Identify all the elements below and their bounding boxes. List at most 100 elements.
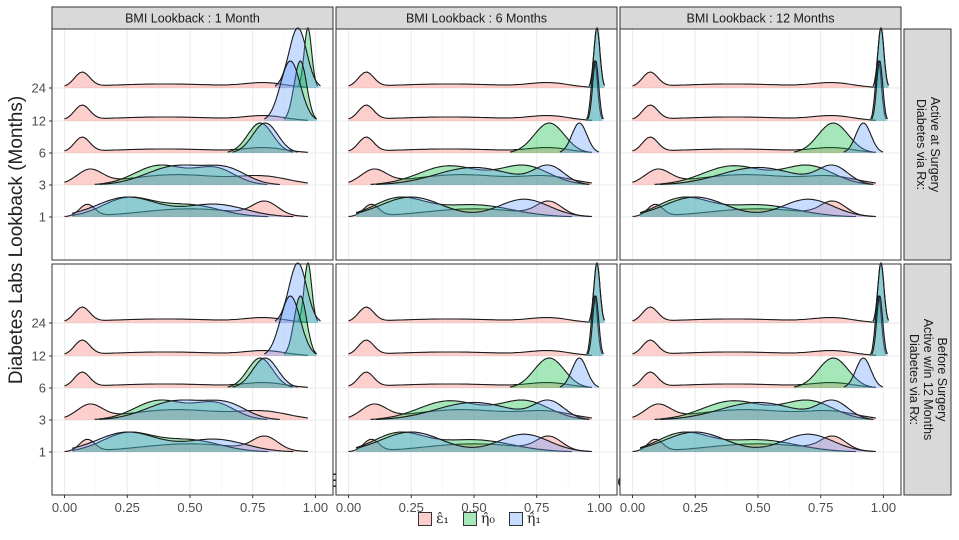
density-line-eps1-6 [64, 371, 308, 388]
density-line-eps1-24 [64, 71, 308, 88]
density-line-eta0-6 [793, 122, 873, 153]
legend-swatch-eps1 [418, 512, 433, 526]
density-line-eta0-3 [370, 164, 590, 185]
density-line-eps1-24 [632, 306, 876, 323]
y-tick-label-24: 24 [32, 316, 46, 331]
density-line-eta1-3 [376, 164, 589, 185]
density-line-eps1-1 [64, 200, 308, 218]
density-fill-eta1-1 [640, 432, 874, 452]
row-strip-label-1-1: Diabetes via Rx: [914, 99, 928, 190]
density-fill-eps1-24 [632, 307, 876, 323]
density-line-eta1-12 [871, 295, 888, 355]
density-fill-eps1-12 [64, 105, 308, 121]
density-fill-eta1-1 [72, 197, 294, 217]
row-strip-2 [903, 263, 952, 496]
density-fill-eta1-1 [356, 432, 590, 452]
density-line-eta1-6 [559, 357, 600, 388]
x-tick-label: 0.75 [808, 500, 833, 515]
legend-label-eta0: η̂₀ [480, 511, 495, 527]
panel-r1-c3 [619, 27, 902, 261]
x-tick-label: 1.00 [871, 500, 896, 515]
x-tick-label: 0.75 [240, 500, 265, 515]
density-fill-eta0-6 [794, 123, 873, 153]
density-fill-eta1-3 [660, 400, 873, 420]
col-strip-label-1: BMI Lookback : 1 Month [125, 12, 260, 26]
panel-r2-c3: 0.00 0.25 0.50 0.75 1.00 [619, 262, 902, 515]
density-line-eta0-12 [870, 295, 887, 355]
y-tick-label-1: 1 [39, 210, 46, 225]
row-strip-label-2-2: Active w/in 12 Months [921, 319, 935, 441]
density-fill-eta0-1 [356, 432, 572, 452]
density-fill-eta1-6 [232, 358, 298, 388]
density-line-eta0-3 [654, 399, 874, 420]
density-fill-eta1-3 [376, 400, 589, 420]
density-line-eta0-1 [355, 431, 572, 453]
density-line-eps1-1 [348, 200, 592, 218]
density-line-eta1-1 [355, 196, 590, 217]
density-line-eta0-1 [639, 431, 856, 453]
density-fill-eps1-6 [64, 372, 308, 388]
density-fill-eta1-12 [871, 61, 888, 121]
panel-r2-c1: 1 3 6 12 24 0.00 0.25 0.50 0.75 1.00 [32, 262, 334, 515]
density-fill-eps1-6 [348, 372, 592, 388]
density-line-eta0-1 [355, 196, 572, 218]
density-fill-eta1-3 [660, 165, 873, 185]
density-line-eta1-1 [355, 431, 590, 452]
y-tick-label-6: 6 [39, 381, 46, 396]
panel-border [335, 28, 618, 261]
density-fill-eps1-12 [632, 105, 876, 121]
density-fill-eps1-12 [348, 105, 592, 121]
density-line-eta0-12 [283, 60, 318, 120]
density-fill-eps1-24 [632, 72, 876, 88]
density-line-eta0-3 [94, 399, 268, 420]
density-fill-eta1-6 [232, 123, 298, 153]
panel-r1-c1: 1 3 6 12 24 [32, 27, 334, 261]
density-fill-eps1-24 [348, 72, 592, 88]
density-line-eta1-3 [99, 164, 280, 186]
density-line-eta0-6 [509, 122, 589, 153]
density-fill-eta0-6 [510, 358, 589, 388]
density-line-eps1-3 [632, 168, 876, 184]
density-line-eps1-24 [348, 306, 592, 323]
density-fill-eta1-6 [843, 358, 883, 388]
x-tick-label: 0.25 [683, 500, 708, 515]
density-fill-eta0-6 [794, 358, 873, 388]
panel-border [619, 263, 902, 496]
density-fill-eps1-6 [348, 137, 592, 153]
density-line-eps1-24 [64, 306, 308, 323]
density-line-eps1-1 [632, 435, 876, 453]
density-fill-eta1-6 [559, 123, 599, 153]
density-fill-eta1-1 [356, 197, 590, 217]
density-fill-eps1-12 [632, 340, 876, 356]
y-tick-label-12: 12 [32, 114, 46, 129]
x-tick-label: 1.00 [303, 500, 328, 515]
density-fill-eta1-12 [264, 61, 317, 121]
density-fill-eps1-6 [632, 372, 876, 388]
density-fill-eta1-24 [275, 28, 321, 88]
col-strip-label-3: BMI Lookback : 12 Months [687, 12, 835, 26]
density-line-eps1-12 [64, 104, 308, 121]
density-fill-eta0-12 [284, 61, 317, 121]
y-axis-title: Diabetes Labs Lookback (Months) [6, 96, 27, 384]
density-fill-eps1-24 [348, 307, 592, 323]
panel-r2-c2: 0.00 0.25 0.50 0.75 1.00 [335, 262, 618, 515]
x-tick-label: 0.50 [461, 500, 486, 515]
density-fill-eta1-1 [72, 432, 294, 452]
x-tick-label: 0.75 [524, 500, 549, 515]
panel-border [51, 263, 334, 496]
density-fill-eta0-6 [510, 123, 589, 153]
row-strip-label-2-1: Diabetes via Rx: [907, 334, 921, 425]
x-tick-label: 0.50 [177, 500, 202, 515]
density-fill-eta0-1 [72, 197, 269, 217]
density-line-eta1-6 [232, 122, 299, 153]
x-tick-label: 1.00 [587, 500, 612, 515]
density-fill-eta0-3 [654, 165, 874, 185]
density-line-eta0-24 [297, 262, 319, 322]
density-line-eta1-3 [376, 399, 589, 420]
density-line-eta1-24 [588, 262, 606, 322]
density-line-eps1-3 [632, 403, 876, 419]
density-fill-eps1-6 [632, 137, 876, 153]
density-line-eta0-1 [639, 196, 856, 218]
density-line-eta1-12 [871, 60, 888, 120]
